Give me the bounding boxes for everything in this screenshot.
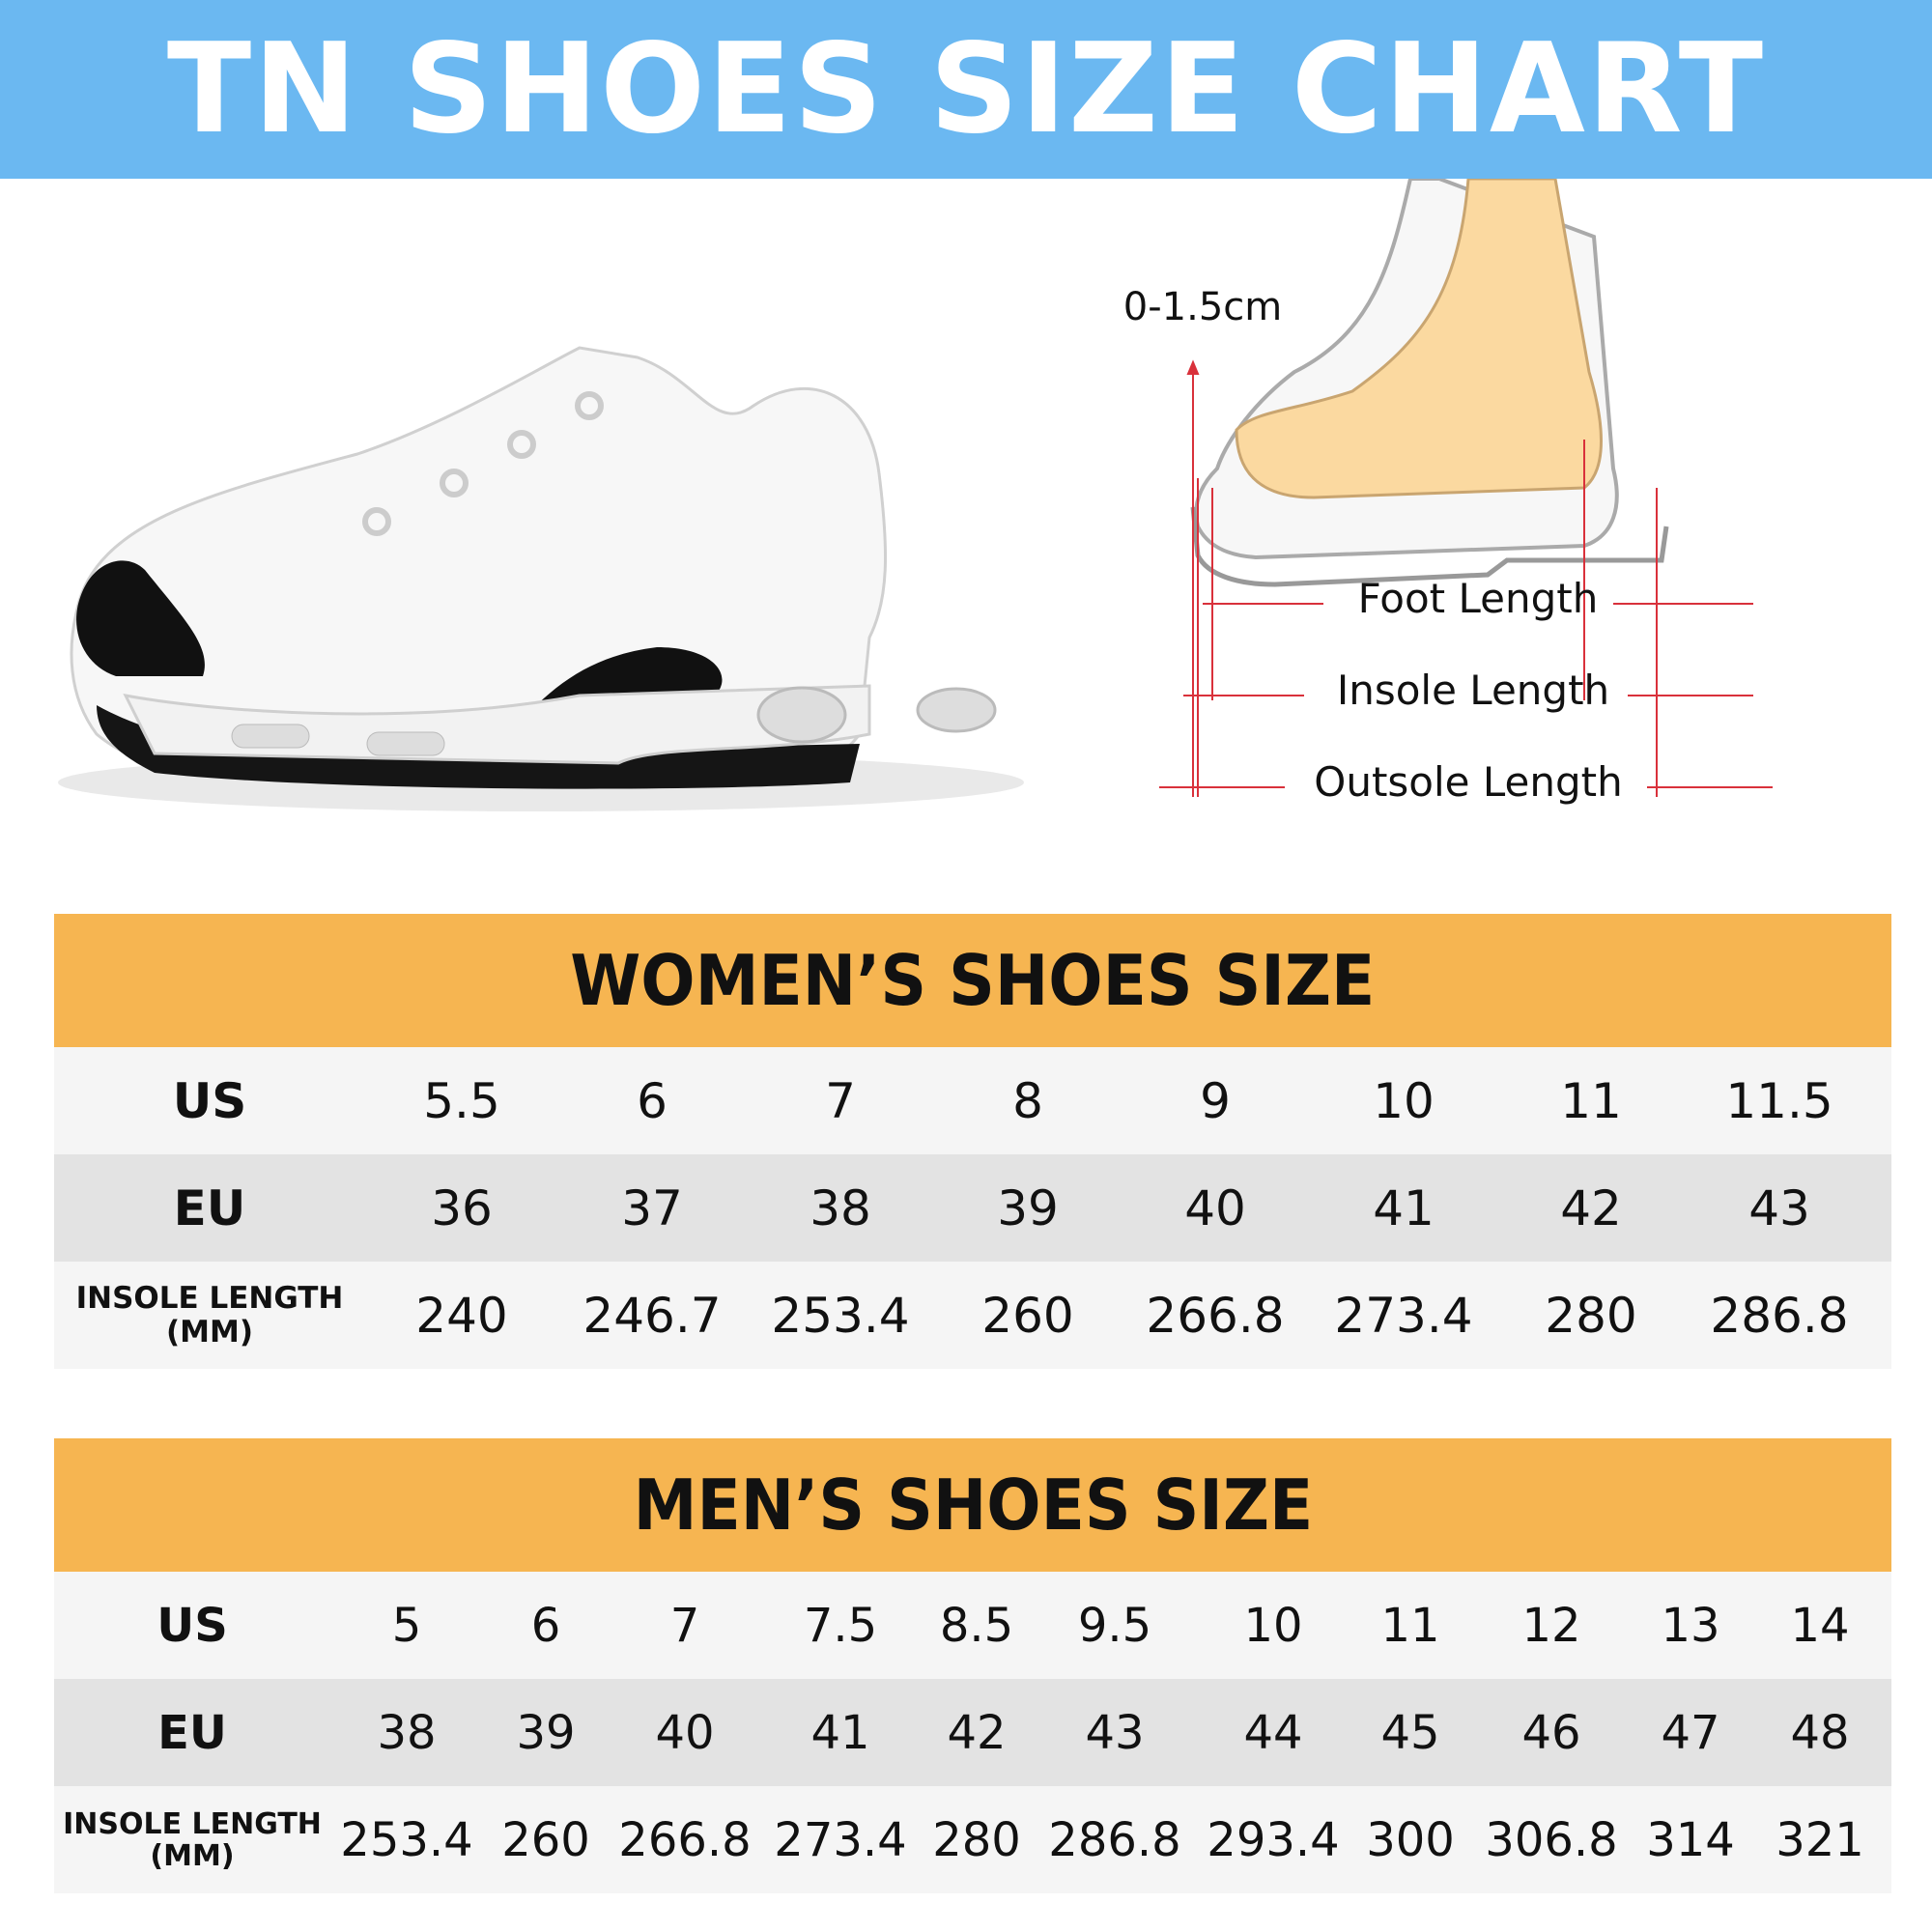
insole-label-line1: INSOLE LENGTH <box>63 1806 322 1841</box>
womens-insole-row: INSOLE LENGTH (MM) 240 246.7 253.4 260 266.8 27… <box>54 1262 1891 1369</box>
men-us-cell: 14 <box>1790 1598 1850 1653</box>
women-us-cell: 10 <box>1373 1072 1435 1129</box>
insole-label-unit: (MM) <box>150 1838 235 1873</box>
men-us-cell: 5 <box>391 1598 422 1653</box>
womens-table-title: WOMEN’S SHOES SIZE <box>570 940 1376 1021</box>
women-eu-cell: 37 <box>621 1179 683 1236</box>
womens-eu-row: EU 36 37 38 39 40 41 42 43 <box>54 1154 1891 1262</box>
men-us-cell: 7 <box>669 1598 700 1653</box>
men-insole-cell: 306.8 <box>1485 1812 1618 1867</box>
men-insole-cell: 321 <box>1776 1812 1864 1867</box>
women-us-cell: 9 <box>1200 1072 1231 1129</box>
men-eu-cell: 39 <box>516 1705 576 1760</box>
women-insole-cell: 273.4 <box>1334 1287 1473 1344</box>
insole-label-unit: (MM) <box>165 1314 254 1350</box>
foot-measurement-diagram: 0-1.5cm Foot Length Insole Length Outsol… <box>1101 179 1797 826</box>
men-insole-cell: 253.4 <box>340 1812 473 1867</box>
men-eu-cell: 38 <box>377 1705 437 1760</box>
women-eu-cell: 38 <box>810 1179 871 1236</box>
women-eu-cell: 43 <box>1748 1179 1810 1236</box>
women-insole-cell: 253.4 <box>771 1287 910 1344</box>
men-us-cell: 10 <box>1243 1598 1303 1653</box>
men-insole-cell: 280 <box>932 1812 1021 1867</box>
men-insole-cell: 266.8 <box>618 1812 752 1867</box>
womens-table-header: WOMEN’S SHOES SIZE <box>54 914 1891 1047</box>
mens-size-table: MEN’S SHOES SIZE US 5 6 7 7.5 8.5 9.5 10 11 12 13 1… <box>54 1438 1891 1893</box>
women-us-cell: 11 <box>1560 1072 1622 1129</box>
women-insole-row-label: INSOLE LENGTH (MM) <box>76 1262 344 1369</box>
men-us-cell: 7.5 <box>803 1598 878 1653</box>
page-title: TN SHOES SIZE CHART <box>166 17 1766 161</box>
men-eu-cell: 42 <box>947 1705 1007 1760</box>
men-insole-cell: 286.8 <box>1048 1812 1181 1867</box>
men-eu-cell: 45 <box>1380 1705 1440 1760</box>
men-eu-cell: 40 <box>655 1705 715 1760</box>
women-insole-cell: 286.8 <box>1710 1287 1849 1344</box>
toe-gap-label: 0-1.5cm <box>1122 285 1283 329</box>
womens-us-row: US 5.5 6 7 8 9 10 11 11.5 <box>54 1047 1891 1154</box>
women-us-row-label: US <box>172 1072 247 1129</box>
women-eu-cell: 40 <box>1184 1179 1246 1236</box>
women-insole-cell: 266.8 <box>1146 1287 1285 1344</box>
women-eu-cell: 41 <box>1373 1179 1435 1236</box>
women-eu-cell: 42 <box>1560 1179 1622 1236</box>
women-eu-row-label: EU <box>173 1179 246 1236</box>
men-eu-cell: 43 <box>1085 1705 1145 1760</box>
mens-insole-row: INSOLE LENGTH (MM) 253.4 260 266.8 273.4 280 28… <box>54 1786 1891 1893</box>
men-us-row-label: US <box>156 1598 228 1653</box>
women-eu-cell: 36 <box>431 1179 493 1236</box>
women-eu-cell: 39 <box>997 1179 1059 1236</box>
men-insole-cell: 300 <box>1366 1812 1455 1867</box>
men-eu-cell: 46 <box>1521 1705 1581 1760</box>
women-us-cell: 8 <box>1012 1072 1043 1129</box>
men-us-cell: 11 <box>1380 1598 1440 1653</box>
men-insole-cell: 273.4 <box>774 1812 907 1867</box>
mens-eu-row: EU 38 39 40 41 42 43 44 45 46 47 48 <box>54 1679 1891 1786</box>
women-insole-cell: 260 <box>981 1287 1074 1344</box>
women-insole-cell: 246.7 <box>582 1287 722 1344</box>
outsole-length-label: Outsole Length <box>1314 758 1623 806</box>
men-insole-cell: 260 <box>501 1812 590 1867</box>
mens-table-header: MEN’S SHOES SIZE <box>54 1438 1891 1572</box>
men-insole-cell: 293.4 <box>1207 1812 1340 1867</box>
women-insole-cell: 240 <box>415 1287 508 1344</box>
sneaker-image <box>58 346 1024 811</box>
men-us-cell: 13 <box>1661 1598 1720 1653</box>
men-eu-cell: 44 <box>1243 1705 1303 1760</box>
women-us-cell: 6 <box>637 1072 668 1129</box>
men-us-cell: 9.5 <box>1077 1598 1152 1653</box>
men-us-cell: 8.5 <box>939 1598 1014 1653</box>
men-us-cell: 12 <box>1521 1598 1581 1653</box>
men-eu-cell: 41 <box>810 1705 870 1760</box>
men-insole-cell: 314 <box>1646 1812 1735 1867</box>
men-insole-row-label: INSOLE LENGTH (MM) <box>63 1786 322 1893</box>
women-us-cell: 11.5 <box>1725 1072 1833 1129</box>
foot-length-label: Foot Length <box>1357 575 1599 622</box>
insole-label-line1: INSOLE LENGTH <box>75 1281 344 1317</box>
women-insole-cell: 280 <box>1545 1287 1637 1344</box>
womens-size-table: WOMEN’S SHOES SIZE US 5.5 6 7 8 9 10 11 11.5 EU 3… <box>54 914 1891 1369</box>
title-banner: TN SHOES SIZE CHART <box>0 0 1932 179</box>
mens-table-title: MEN’S SHOES SIZE <box>633 1464 1313 1546</box>
men-eu-cell: 47 <box>1661 1705 1720 1760</box>
men-eu-row-label: EU <box>157 1705 227 1760</box>
men-eu-cell: 48 <box>1790 1705 1850 1760</box>
women-us-cell: 7 <box>825 1072 856 1129</box>
insole-length-label: Insole Length <box>1336 667 1610 714</box>
men-us-cell: 6 <box>530 1598 561 1653</box>
mens-us-row: US 5 6 7 7.5 8.5 9.5 10 11 12 13 14 <box>54 1572 1891 1679</box>
women-us-cell: 5.5 <box>423 1072 500 1129</box>
